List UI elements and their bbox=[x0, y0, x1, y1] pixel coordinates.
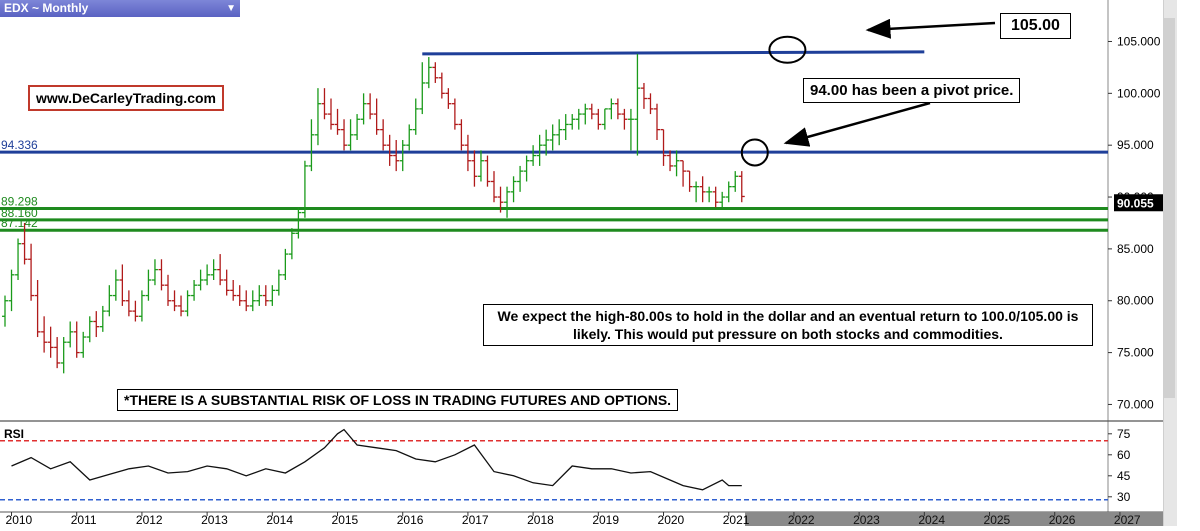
time-tick-label: 2015 bbox=[332, 513, 359, 526]
last-price-tag bbox=[1114, 194, 1164, 212]
rsi-tick-label: 75 bbox=[1117, 427, 1131, 441]
time-tick-label: 2026 bbox=[1049, 513, 1076, 526]
last-price-label: 90.055 bbox=[1117, 196, 1154, 210]
level-label: 88.160 bbox=[1, 206, 38, 220]
time-tick-label: 2017 bbox=[462, 513, 489, 526]
price-tick-label: 100.000 bbox=[1117, 86, 1161, 100]
chevron-down-icon[interactable]: ▼ bbox=[226, 3, 236, 14]
ohlc-bars bbox=[2, 53, 745, 374]
highlight-circle-94 bbox=[740, 138, 769, 167]
rsi-line bbox=[11, 428, 742, 491]
chart-title-text: EDX ~ Monthly bbox=[4, 1, 89, 15]
highlight-circle-105 bbox=[768, 35, 807, 64]
rsi-tick-label: 45 bbox=[1117, 469, 1131, 483]
time-tick-label: 2010 bbox=[6, 513, 33, 526]
rsi-label: RSI bbox=[4, 427, 25, 441]
price-tick-label: 95.000 bbox=[1117, 138, 1154, 152]
time-tick-label: 2014 bbox=[266, 513, 293, 526]
level-label: 89.298 bbox=[1, 194, 38, 208]
price-tick-label: 80.000 bbox=[1117, 294, 1154, 308]
time-tick-label: 2024 bbox=[918, 513, 945, 526]
time-tick-label: 2027 bbox=[1114, 513, 1141, 526]
time-tick-label: 2013 bbox=[201, 513, 228, 526]
risk-disclaimer: *THERE IS A SUBSTANTIAL RISK OF LOSS IN … bbox=[117, 389, 679, 411]
level-label: 87.142 bbox=[1, 216, 38, 230]
time-tick-label: 2019 bbox=[592, 513, 619, 526]
trendline-105 bbox=[422, 50, 925, 56]
time-tick-label: 2021 bbox=[723, 513, 750, 526]
rsi-tick-label: 60 bbox=[1117, 448, 1131, 462]
time-tick-label: 2022 bbox=[788, 513, 815, 526]
annotation-marks bbox=[740, 18, 996, 167]
arrow-to-94 bbox=[783, 101, 931, 147]
website-label: www.DeCarleyTrading.com bbox=[28, 85, 224, 111]
level-label: 94.336 bbox=[1, 138, 38, 152]
chart-title[interactable]: EDX ~ Monthly ▼ bbox=[0, 0, 240, 17]
pivot-callout: 94.00 has been a pivot price. bbox=[803, 78, 1021, 103]
price-tick-label: 105.000 bbox=[1117, 34, 1161, 48]
outlook-note: We expect the high-80.00s to hold in the… bbox=[483, 304, 1093, 346]
rsi-panel: 75 60 45 30 bbox=[0, 427, 1131, 504]
time-tick-label: 2023 bbox=[853, 513, 880, 526]
price-tick-label: 75.000 bbox=[1117, 346, 1154, 360]
target-callout: 105.00 bbox=[1000, 13, 1071, 39]
rsi-tick-label: 30 bbox=[1117, 490, 1131, 504]
time-tick-label: 2011 bbox=[71, 513, 97, 526]
time-tick-label: 2018 bbox=[527, 513, 554, 526]
time-axis: 2010 2011 2012 2013 2014 2015 2016 2017 2018 2019… bbox=[6, 512, 1163, 527]
price-tick-label: 70.000 bbox=[1117, 397, 1154, 411]
scrollbar-thumb[interactable] bbox=[1164, 18, 1175, 398]
time-tick-label: 2025 bbox=[984, 513, 1011, 526]
future-shade bbox=[745, 512, 1163, 526]
arrow-to-105 bbox=[865, 18, 996, 39]
plot-background bbox=[0, 0, 1108, 512]
time-tick-label: 2016 bbox=[397, 513, 424, 526]
time-tick-label: 2020 bbox=[658, 513, 685, 526]
price-axis: 105.000100.00095.00090.00085.00080.00075… bbox=[1108, 34, 1164, 411]
price-tick-label: 85.000 bbox=[1117, 242, 1154, 256]
time-tick-label: 2012 bbox=[136, 513, 163, 526]
